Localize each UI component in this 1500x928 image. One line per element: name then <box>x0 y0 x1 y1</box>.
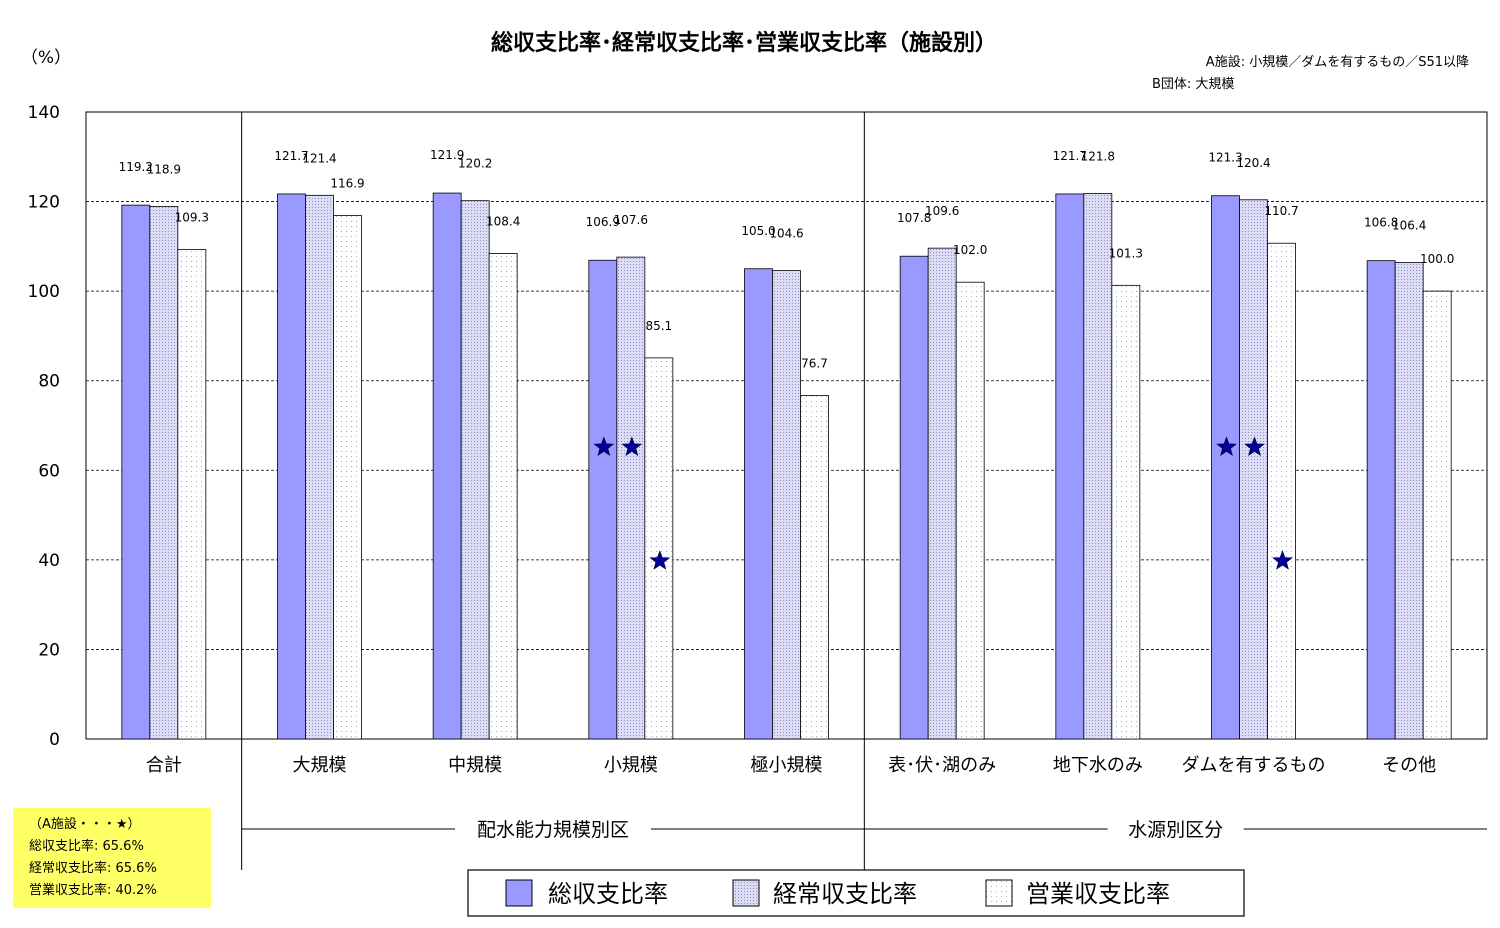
bar-1 <box>1055 193 1085 740</box>
category-label: 表･伏･湖のみ <box>888 755 996 776</box>
legend-swatch-3 <box>985 879 1013 907</box>
data-label: 118.9 <box>147 162 181 176</box>
data-label: 121.9 <box>430 148 464 162</box>
bar-1 <box>277 193 306 740</box>
note-a: A施設: 小規模／ダムを有するもの／S51以降 <box>1206 54 1469 70</box>
bar-2 <box>305 194 334 740</box>
data-label: 121.3 <box>1208 151 1242 165</box>
data-label: 120.2 <box>458 157 492 171</box>
data-label: 121.7 <box>274 149 308 163</box>
bar-2 <box>460 200 490 740</box>
bar-3 <box>1422 290 1452 740</box>
category-label: その他 <box>1382 755 1436 776</box>
data-label: 106.8 <box>1364 216 1398 230</box>
data-label: 121.8 <box>1081 150 1115 164</box>
star-marker <box>593 436 615 456</box>
bar-3 <box>1267 242 1296 740</box>
bar-1 <box>432 192 462 740</box>
bar-3 <box>177 249 207 740</box>
bar-3 <box>955 281 985 740</box>
category-label: 地下水のみ <box>1053 755 1143 776</box>
star-marker <box>1216 436 1237 456</box>
bar-1 <box>121 204 151 740</box>
legend-swatch-1 <box>505 879 533 907</box>
star-marker <box>621 436 643 456</box>
data-label: 109.3 <box>175 210 209 224</box>
group-label: 水源別区分 <box>1128 819 1223 841</box>
bar-3 <box>800 395 829 740</box>
bar-3 <box>333 215 362 740</box>
bar-2 <box>149 206 179 740</box>
note-b: B団体: 大規模 <box>1152 77 1234 92</box>
data-label: 109.6 <box>925 204 959 218</box>
y-tick-label: 40 <box>38 551 60 571</box>
data-label: 102.0 <box>953 243 987 257</box>
bar-1 <box>744 268 773 740</box>
legend-label-2: 経常収支比率 <box>773 880 917 908</box>
y-axis-unit: （%） <box>21 48 71 68</box>
legend: 総収支比率 経常収支比率 営業収支比率 <box>467 869 1245 917</box>
legend-swatch-2 <box>732 879 760 907</box>
data-label: 108.4 <box>486 215 520 229</box>
star-marker <box>1244 436 1265 456</box>
data-label: 110.7 <box>1264 204 1298 218</box>
data-label: 120.4 <box>1236 156 1270 170</box>
data-label: 116.9 <box>330 176 364 190</box>
note-line-4: 営業収支比率: 40.2% <box>29 883 157 898</box>
a-facility-note: （A施設・・・★） 総収支比率: 65.6% 経常収支比率: 65.6% 営業収… <box>13 808 211 908</box>
bar-2 <box>616 256 646 740</box>
y-tick-label: 140 <box>28 103 60 123</box>
data-label: 100.0 <box>1420 252 1454 266</box>
data-label: 76.7 <box>801 356 828 370</box>
data-label: 107.8 <box>897 211 931 225</box>
legend-label-3: 営業収支比率 <box>1026 880 1170 908</box>
data-label: 105.0 <box>741 224 775 238</box>
data-label: 121.7 <box>1053 149 1087 163</box>
bar-3 <box>488 253 518 740</box>
category-label: 小規模 <box>604 755 658 776</box>
category-label: ダムを有するもの <box>1182 755 1326 776</box>
y-tick-label: 60 <box>38 461 60 481</box>
star-marker <box>649 550 671 570</box>
chart-title: 総収支比率･経常収支比率･営業収支比率（施設別） <box>491 30 997 56</box>
data-label: 101.3 <box>1109 246 1143 260</box>
category-label: 中規模 <box>448 755 502 776</box>
data-label: 85.1 <box>645 319 672 333</box>
category-label: 合計 <box>146 755 182 776</box>
y-tick-label: 0 <box>49 730 60 750</box>
star-marker <box>1272 550 1293 570</box>
note-line-3: 経常収支比率: 65.6% <box>29 861 157 876</box>
data-label: 104.6 <box>769 227 803 241</box>
bar-3 <box>644 357 674 740</box>
data-label: 121.4 <box>302 151 336 165</box>
bar-2 <box>1239 199 1268 740</box>
bar-1 <box>1366 260 1396 740</box>
note-line-1: （A施設・・・★） <box>29 817 141 832</box>
category-label: 大規模 <box>293 755 347 776</box>
bar-2 <box>927 247 957 740</box>
y-tick-label: 20 <box>38 640 60 660</box>
bar-1 <box>899 255 929 740</box>
note-line-2: 総収支比率: 65.6% <box>29 839 144 854</box>
bar-2 <box>1083 193 1113 740</box>
data-label: 107.6 <box>614 213 648 227</box>
y-tick-label: 120 <box>28 193 60 213</box>
bar-1 <box>1211 195 1240 740</box>
legend-frame <box>467 869 1245 917</box>
legend-label-1: 総収支比率 <box>548 880 668 908</box>
bar-2 <box>772 270 801 740</box>
group-label: 配水能力規模別区 <box>477 819 629 841</box>
data-label: 119.2 <box>119 160 153 174</box>
y-tick-label: 80 <box>38 372 60 392</box>
data-label: 106.4 <box>1392 218 1426 232</box>
bar-2 <box>1394 262 1424 740</box>
y-tick-label: 100 <box>28 282 60 302</box>
bar-3 <box>1111 284 1141 740</box>
data-label: 106.9 <box>586 215 620 229</box>
bar-1 <box>588 259 618 740</box>
category-label: 極小規模 <box>751 755 823 776</box>
